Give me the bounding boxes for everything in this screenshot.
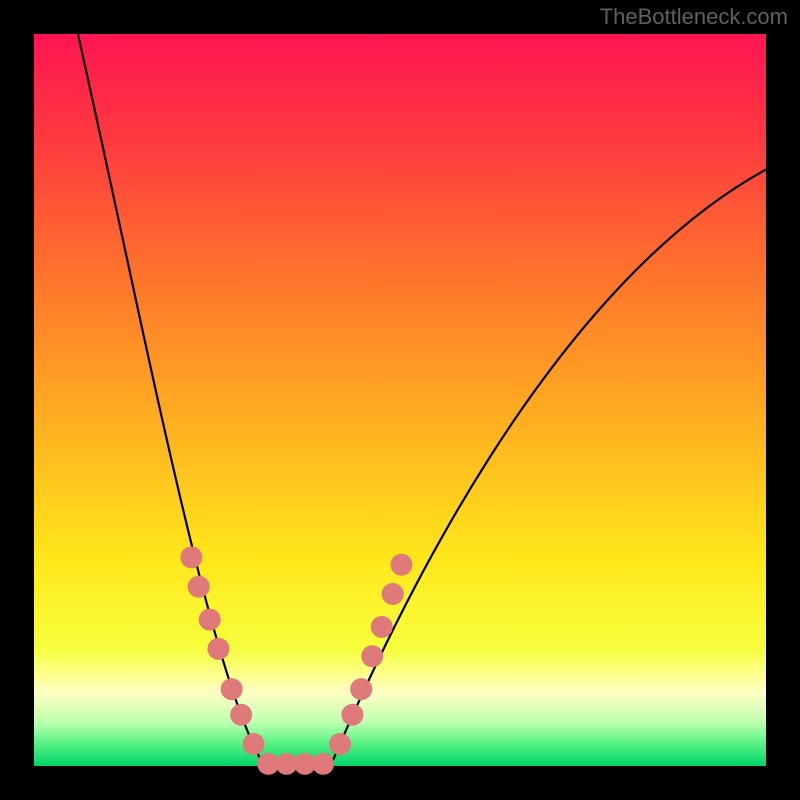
watermark-text: TheBottleneck.com: [600, 4, 788, 30]
marker-dot: [350, 678, 372, 700]
marker-dot: [329, 733, 351, 755]
marker-dot: [207, 638, 229, 660]
marker-dot: [230, 704, 252, 726]
marker-dot: [371, 616, 393, 638]
chart-container: TheBottleneck.com: [0, 0, 800, 800]
plot-background: [34, 34, 766, 766]
marker-dot: [221, 678, 243, 700]
marker-dot: [312, 753, 334, 775]
marker-dot: [341, 704, 363, 726]
bottleneck-chart: [0, 0, 800, 800]
marker-dot: [361, 645, 383, 667]
marker-dot: [188, 576, 210, 598]
marker-dot: [382, 583, 404, 605]
marker-dot: [243, 733, 265, 755]
marker-dot: [199, 609, 221, 631]
marker-dot: [390, 554, 412, 576]
marker-dot: [180, 546, 202, 568]
